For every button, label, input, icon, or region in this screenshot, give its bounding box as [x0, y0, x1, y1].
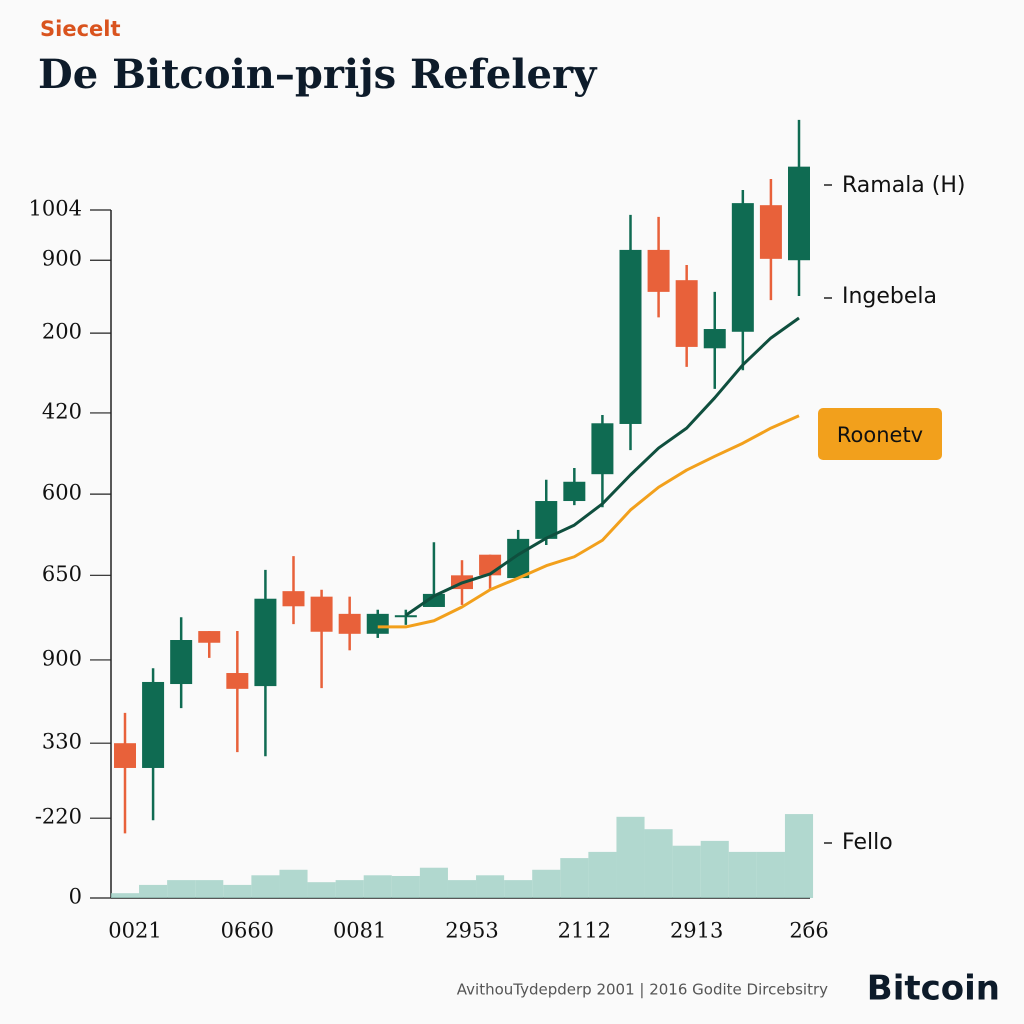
brand: Bitcoin — [867, 969, 1000, 1009]
candle-body — [338, 613, 361, 634]
candle-body — [142, 681, 165, 768]
line-series — [404, 316, 800, 617]
x-tick-label: 0021 — [108, 919, 161, 943]
candle-body — [788, 166, 810, 261]
volume-bar — [419, 867, 448, 898]
candle-body — [170, 640, 193, 685]
volume-bar — [700, 840, 729, 898]
x-tick-label: 0660 — [221, 919, 274, 943]
candle-body — [647, 249, 670, 292]
candle-body — [591, 423, 614, 475]
y-tick-label: 600 — [42, 481, 82, 505]
volume-bar — [307, 882, 336, 898]
candle-body — [422, 593, 445, 607]
candle-body — [535, 501, 558, 539]
volume-bar — [672, 845, 701, 898]
legend-label: Roonetv — [837, 423, 923, 447]
volume-bar — [279, 869, 308, 898]
volume-bar — [251, 875, 280, 898]
volume-bar — [363, 875, 392, 898]
volume-bar — [616, 816, 645, 898]
candle-body — [366, 613, 389, 634]
candle-body — [114, 743, 136, 768]
volume-bar — [504, 880, 533, 898]
legend-label: Ingebela — [842, 284, 937, 309]
kicker: Siecelt — [40, 17, 121, 41]
y-tick-label: 1004 — [29, 197, 82, 221]
legend-box — [818, 408, 942, 460]
legend-label: Fello — [842, 830, 893, 855]
volume-bar — [167, 880, 196, 898]
volume-bar — [195, 880, 224, 898]
x-tick-label: 2б6 — [789, 919, 828, 943]
annotation: Ramala (H) — [842, 173, 966, 198]
volume-bar — [756, 851, 785, 898]
y-tick-label: 200 — [42, 320, 82, 344]
volume-bar — [784, 814, 814, 898]
volume-bar — [532, 869, 561, 898]
candle-body — [703, 329, 726, 349]
volume-bar — [560, 858, 589, 898]
y-tick-label: 330 — [42, 730, 82, 754]
candle-body — [226, 673, 249, 689]
candle-body — [310, 596, 333, 632]
candle-body — [731, 203, 754, 332]
volume-bar — [139, 884, 168, 898]
candle-body — [759, 205, 782, 259]
candle-body — [563, 481, 586, 502]
source: AvithouTydepderp 2001 | 2016 Godite Dirc… — [457, 981, 828, 999]
volume-bar — [391, 875, 420, 898]
volume-bar — [447, 880, 477, 898]
y-tick-label: 900 — [42, 247, 82, 271]
candle-body — [619, 249, 642, 424]
volume-bar — [588, 851, 617, 898]
candle-body — [282, 591, 305, 607]
candle-body — [507, 538, 530, 579]
candle-body — [675, 280, 698, 347]
volume-bar — [110, 893, 140, 898]
x-tick-label: 2112 — [558, 919, 611, 943]
volume-bar — [644, 829, 673, 898]
y-tick-label: 0 — [69, 885, 82, 909]
line-series — [377, 414, 800, 629]
y-tick-label: 420 — [42, 399, 82, 423]
y-tick-label: 650 — [42, 562, 82, 586]
y-tick-label: 900 — [42, 646, 82, 670]
volume-bar — [335, 880, 364, 898]
x-tick-label: 2913 — [670, 919, 723, 943]
x-tick-label: 2953 — [445, 919, 498, 943]
candle-body — [198, 631, 221, 643]
volume-bar — [223, 884, 252, 898]
candle-body — [394, 615, 417, 618]
volume-bar — [728, 851, 757, 898]
x-tick-label: 0081 — [333, 919, 386, 943]
volume-bar — [476, 875, 505, 898]
y-tick-label: -220 — [35, 805, 82, 829]
candle-body — [254, 598, 277, 687]
chart-title: De Bitcoin–prijs Refelery — [38, 51, 598, 98]
